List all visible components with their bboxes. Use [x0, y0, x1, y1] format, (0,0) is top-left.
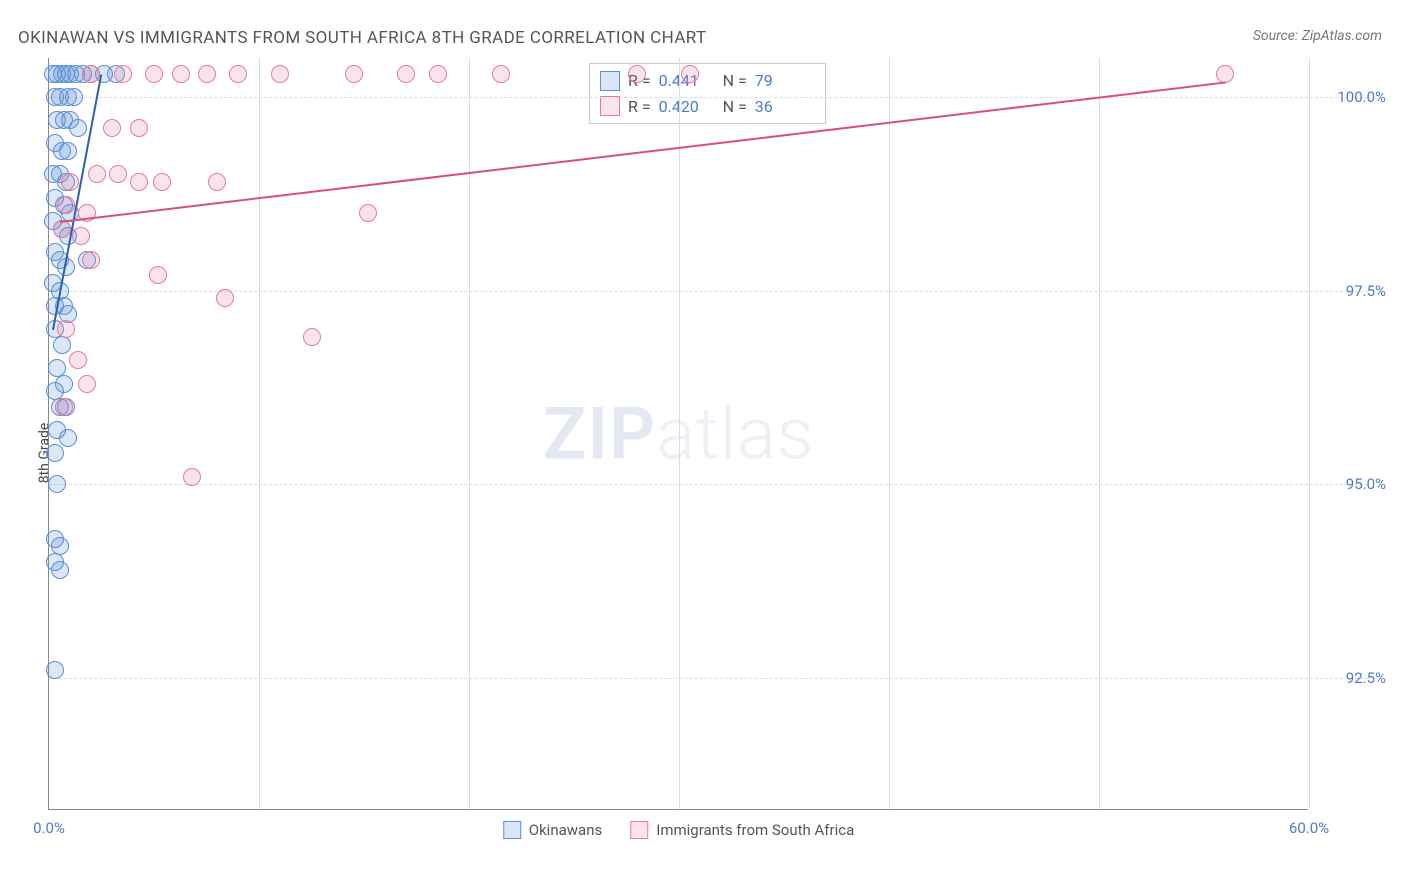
gridline-h: [49, 484, 1368, 485]
data-point: [208, 173, 226, 191]
gridline-h: [49, 97, 1368, 98]
data-point: [46, 661, 64, 679]
legend-swatch: [503, 821, 521, 839]
gridline-v: [889, 58, 890, 809]
data-point: [130, 173, 148, 191]
data-point: [229, 65, 247, 83]
data-point: [69, 119, 87, 137]
data-point: [271, 65, 289, 83]
gridline-v: [469, 58, 470, 809]
data-point: [681, 65, 699, 83]
data-point: [72, 227, 90, 245]
y-tick-label: 100.0%: [1337, 88, 1386, 106]
data-point: [492, 65, 510, 83]
y-tick-label: 95.0%: [1346, 475, 1386, 493]
series-legend-item: Okinawans: [503, 821, 602, 839]
x-tick-label: 0.0%: [33, 819, 65, 837]
data-point: [145, 65, 163, 83]
source-label: Source:: [1253, 28, 1298, 44]
data-point: [172, 65, 190, 83]
gridline-v: [1099, 58, 1100, 809]
legend-swatch: [600, 71, 620, 91]
series-legend-item: Immigrants from South Africa: [630, 821, 854, 839]
data-point: [57, 320, 75, 338]
data-point: [429, 65, 447, 83]
data-point: [1216, 65, 1234, 83]
chart-title: OKINAWAN VS IMMIGRANTS FROM SOUTH AFRICA…: [18, 28, 707, 48]
data-point: [65, 88, 83, 106]
data-point: [303, 328, 321, 346]
x-tick-label: 60.0%: [1289, 819, 1329, 837]
data-point: [183, 468, 201, 486]
data-point: [82, 65, 100, 83]
y-tick-label: 97.5%: [1346, 282, 1386, 300]
data-point: [103, 119, 121, 137]
data-point: [628, 65, 646, 83]
series-legend-label: Immigrants from South Africa: [656, 821, 854, 839]
data-point: [109, 165, 127, 183]
data-point: [149, 266, 167, 284]
data-point: [53, 336, 71, 354]
data-point: [397, 65, 415, 83]
data-point: [153, 173, 171, 191]
data-point: [216, 289, 234, 307]
data-point: [51, 561, 69, 579]
chart-header: OKINAWAN VS IMMIGRANTS FROM SOUTH AFRICA…: [0, 0, 1406, 60]
data-point: [88, 165, 106, 183]
y-tick-label: 92.5%: [1346, 669, 1386, 687]
data-point: [359, 204, 377, 222]
data-point: [82, 251, 100, 269]
source-value: ZipAtlas.com: [1302, 28, 1382, 44]
data-point: [61, 173, 79, 191]
data-point: [59, 142, 77, 160]
data-point: [55, 398, 73, 416]
gridline-v: [679, 58, 680, 809]
series-legend-label: Okinawans: [529, 821, 602, 839]
data-point: [78, 375, 96, 393]
data-point: [130, 119, 148, 137]
data-point: [46, 444, 64, 462]
data-point: [59, 429, 77, 447]
gridline-v: [1309, 58, 1310, 809]
data-point: [345, 65, 363, 83]
legend-n-value: 79: [755, 68, 811, 94]
data-point: [48, 475, 66, 493]
gridline-v: [259, 58, 260, 809]
series-legend: Okinawans Immigrants from South Africa: [503, 821, 855, 839]
legend-swatch: [630, 821, 648, 839]
correlation-legend: R = 0.441N = 79R = 0.420N = 36: [589, 63, 826, 124]
gridline-h: [49, 678, 1368, 679]
data-point: [69, 351, 87, 369]
chart-source: Source: ZipAtlas.com: [1253, 28, 1382, 44]
data-point: [57, 196, 75, 214]
watermark-bold: ZIP: [543, 391, 656, 476]
data-point: [198, 65, 216, 83]
legend-swatch: [600, 96, 620, 116]
gridline-h: [49, 291, 1368, 292]
chart-area: 8th Grade ZIPatlas R = 0.441N = 79R = 0.…: [18, 58, 1388, 848]
plot-region: ZIPatlas R = 0.441N = 79R = 0.420N = 36 …: [48, 58, 1308, 810]
data-point: [114, 65, 132, 83]
legend-n-label: N =: [723, 68, 747, 94]
